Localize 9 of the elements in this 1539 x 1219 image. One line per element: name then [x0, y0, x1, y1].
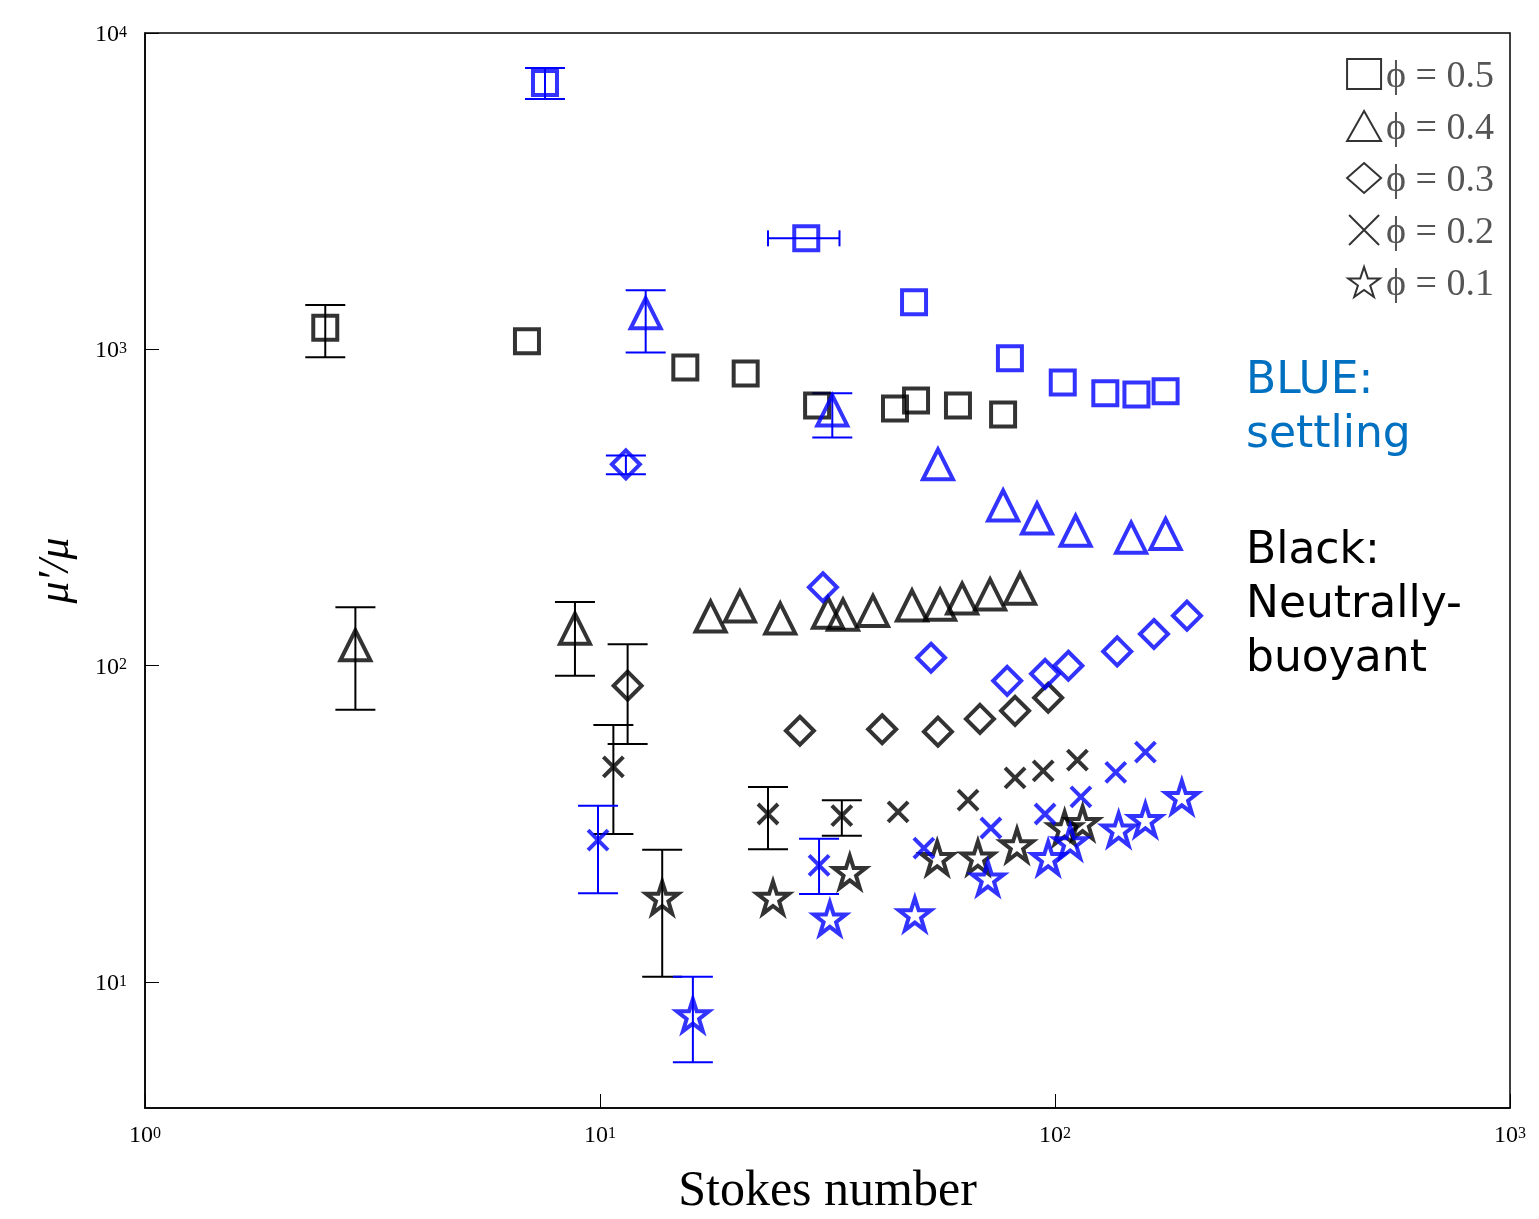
annotation: BLUE: settling — [1246, 351, 1411, 457]
legend-label: ϕ = 0.5 — [1386, 53, 1494, 95]
legend-label: ϕ = 0.1 — [1386, 261, 1494, 303]
x-axis-title: Stokes number — [678, 1160, 978, 1216]
legend-label: ϕ = 0.2 — [1386, 209, 1494, 251]
y-axis-title: μ′/μ — [28, 537, 78, 605]
legend-label: ϕ = 0.3 — [1386, 157, 1494, 199]
annotation: Black: Neutrally- buoyant — [1246, 521, 1462, 681]
legend-label: ϕ = 0.4 — [1386, 105, 1494, 147]
